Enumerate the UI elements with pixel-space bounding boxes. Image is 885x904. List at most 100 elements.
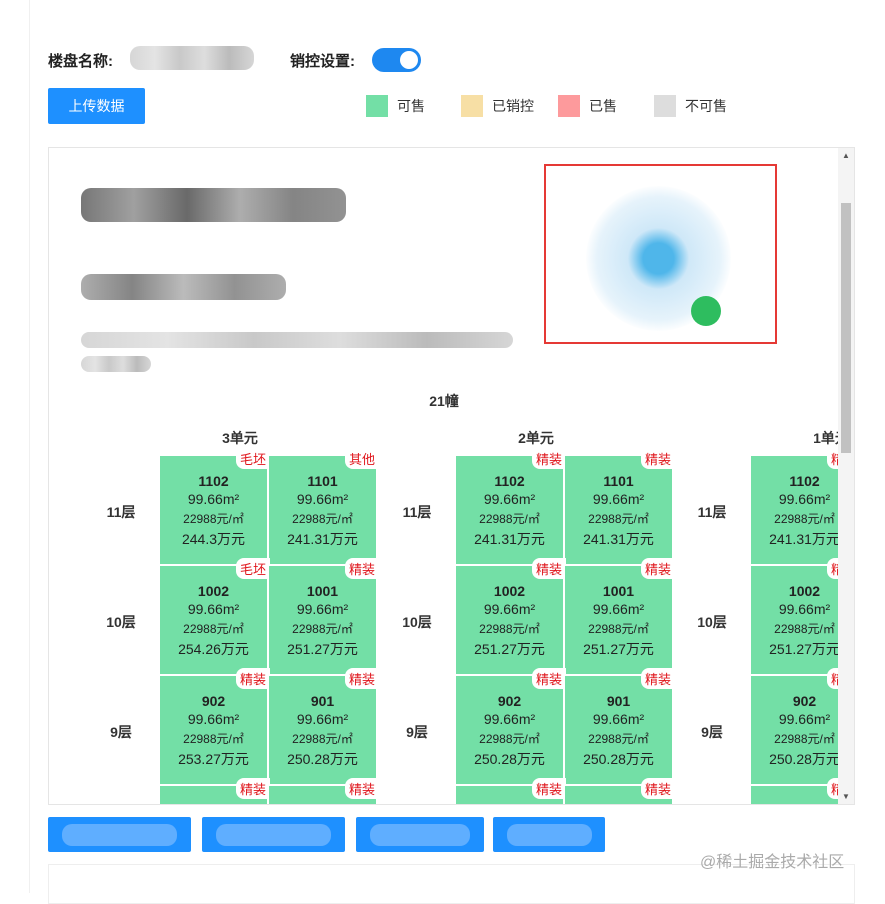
unit-price: 22988元/㎡ (774, 732, 835, 746)
room-cell[interactable]: 精装 902 99.66m² 22988元/㎡ 250.28万元 (751, 668, 839, 784)
unit-price: 22988元/㎡ (588, 622, 649, 636)
room-area: 99.66m² (592, 601, 645, 617)
room-number: 902 (792, 693, 817, 709)
legend-swatch (654, 95, 676, 117)
total-price: 241.31万元 (583, 531, 654, 547)
room-cell[interactable]: 毛坯 1102 99.66m² 22988元/㎡ 244.3万元 (160, 448, 270, 564)
floor-label: 11层 (402, 504, 432, 520)
unit-label: 1单元 (813, 430, 839, 446)
room-area: 99.66m² (778, 711, 831, 727)
decoration-tag: 其他 (344, 448, 379, 469)
decoration-tag: 精装 (235, 778, 270, 799)
room-number: 1102 (198, 473, 229, 489)
room-cell[interactable]: 其他 1101 99.66m² 22988元/㎡ 241.31万元 (269, 448, 379, 564)
legend-item: 不可售 (654, 95, 727, 117)
project-info-blurred (81, 332, 513, 348)
vertical-scrollbar[interactable]: ▲ ▼ (838, 148, 854, 804)
wechat-icon (691, 296, 721, 326)
total-price: 254.26万元 (178, 641, 249, 657)
room-cell[interactable]: 精装 902 99.66m² 22988元/㎡ 250.28万元 (456, 668, 566, 784)
sales-control-toggle[interactable] (372, 48, 421, 72)
sidebar (0, 0, 30, 893)
room-area: 99.66m² (592, 491, 645, 507)
room-cell[interactable]: 精装 901 99.66m² 22988元/㎡ 250.28万元 (565, 668, 675, 784)
unit-price: 22988元/㎡ (479, 732, 540, 746)
total-price: 253.27万元 (178, 751, 249, 767)
sales-control-label: 销控设置: (290, 53, 355, 70)
action-button-3[interactable] (356, 817, 484, 852)
room-number: 1001 (602, 583, 635, 599)
total-price: 250.28万元 (583, 751, 654, 767)
room-number: 902 (201, 693, 226, 709)
room-area: 99.66m² (778, 491, 831, 507)
room-area: 99.66m² (483, 711, 536, 727)
unit-label: 3单元 (222, 430, 258, 446)
unit-price: 22988元/㎡ (183, 622, 244, 636)
unit-label: 2单元 (518, 430, 554, 446)
decoration-tag: 精装 (531, 448, 566, 469)
total-price: 250.28万元 (287, 751, 358, 767)
room-area: 99.66m² (483, 601, 536, 617)
action-button-1[interactable] (48, 817, 191, 852)
room-cell[interactable]: 精装 1002 99.66m² 22988元/㎡ 251.27万元 (751, 558, 839, 674)
legend-label: 可售 (397, 98, 425, 114)
room-cell[interactable]: 精装 1001 99.66m² 22988元/㎡ 251.27万元 (269, 558, 379, 674)
decoration-tag: 精装 (640, 448, 675, 469)
room-cell[interactable]: 精装 (269, 778, 379, 804)
upload-data-button[interactable]: 上传数据 (48, 88, 145, 124)
unit-price: 22988元/㎡ (183, 732, 244, 746)
project-subtitle-blurred (81, 274, 286, 300)
room-cell[interactable]: 精装 (751, 778, 839, 804)
floor-plan-scroll-area[interactable]: 21幢 3单元 11层 毛坯 1102 99.66m² 22988元/㎡ 244.3… (49, 148, 839, 804)
unit-price: 22988元/㎡ (292, 622, 353, 636)
watermark: @稀土掘金技术社区 (700, 854, 845, 871)
room-cell[interactable]: 精装 1002 99.66m² 22988元/㎡ 251.27万元 (456, 558, 566, 674)
decoration-tag: 精装 (826, 778, 839, 799)
room-cell[interactable]: 精装 901 99.66m² 22988元/㎡ 250.28万元 (269, 668, 379, 784)
legend-item: 已售 (558, 95, 617, 117)
unit-price: 22988元/㎡ (183, 512, 244, 526)
building-name: 21幢 (429, 393, 459, 409)
room-number: 901 (606, 693, 631, 709)
decoration-tag: 精装 (826, 668, 839, 689)
unit-price: 22988元/㎡ (292, 732, 353, 746)
scroll-down-icon[interactable]: ▼ (842, 792, 850, 801)
total-price: 241.31万元 (769, 531, 839, 547)
room-cell[interactable]: 毛坯 1002 99.66m² 22988元/㎡ 254.26万元 (160, 558, 270, 674)
room-cell[interactable]: 精装 902 99.66m² 22988元/㎡ 253.27万元 (160, 668, 270, 784)
legend-swatch (558, 95, 580, 117)
total-price: 241.31万元 (474, 531, 545, 547)
room-cell[interactable]: 精装 1001 99.66m² 22988元/㎡ 251.27万元 (565, 558, 675, 674)
room-cell[interactable]: 精装 (565, 778, 675, 804)
legend-label: 已销控 (492, 98, 534, 114)
decoration-tag: 精装 (531, 778, 566, 799)
room-number: 1002 (788, 583, 821, 599)
unit-price: 22988元/㎡ (479, 512, 540, 526)
room-cell[interactable]: 精装 1101 99.66m² 22988元/㎡ 241.31万元 (565, 448, 675, 564)
blurred-label (506, 823, 592, 846)
unit-price: 22988元/㎡ (588, 732, 649, 746)
scrollbar-thumb[interactable] (841, 203, 851, 453)
room-cell[interactable]: 精装 (160, 778, 270, 804)
project-title-blurred (81, 188, 346, 222)
floor-label: 11层 (106, 504, 136, 520)
floor-label: 10层 (697, 614, 727, 630)
decoration-tag: 精装 (531, 558, 566, 579)
room-area: 99.66m² (296, 491, 349, 507)
legend-item: 可售 (366, 95, 425, 117)
decoration-tag: 精装 (826, 558, 839, 579)
action-button-2[interactable] (202, 817, 345, 852)
total-price: 251.27万元 (474, 641, 545, 657)
room-cell[interactable]: 精装 1102 99.66m² 22988元/㎡ 241.31万元 (751, 448, 839, 564)
room-cell[interactable]: 精装 1102 99.66m² 22988元/㎡ 241.31万元 (456, 448, 566, 564)
decoration-tag: 精装 (344, 558, 379, 579)
decoration-tag: 精装 (235, 668, 270, 689)
room-area: 99.66m² (296, 601, 349, 617)
room-number: 1002 (197, 583, 230, 599)
action-button-4[interactable] (493, 817, 605, 852)
room-area: 99.66m² (778, 601, 831, 617)
floor-label: 9层 (701, 724, 723, 740)
room-number: 1102 (789, 473, 820, 489)
scroll-up-icon[interactable]: ▲ (842, 151, 850, 160)
room-cell[interactable]: 精装 (456, 778, 566, 804)
